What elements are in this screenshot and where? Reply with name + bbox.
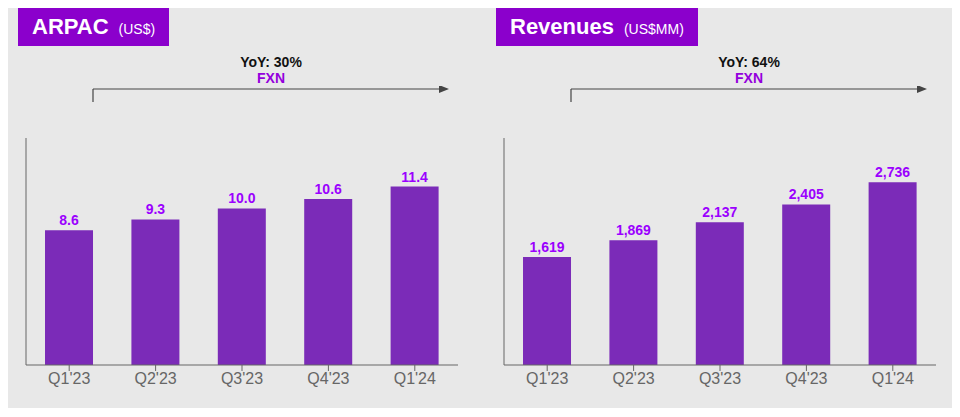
html-text:ARPAC: ARPAC bbox=[32, 14, 109, 39]
svg-text:Q2'23: Q2'23 bbox=[134, 370, 176, 387]
svg-text:8.6: 8.6 bbox=[59, 212, 79, 228]
svg-text:2,137: 2,137 bbox=[702, 204, 737, 220]
html-text:(US$MM): (US$MM) bbox=[624, 21, 684, 37]
html-text:YoY: 64%: YoY: 64% bbox=[718, 54, 780, 70]
svg-text:Q3'23: Q3'23 bbox=[221, 370, 263, 387]
svg-text:10.0: 10.0 bbox=[228, 190, 255, 206]
svg-text:Q1'23: Q1'23 bbox=[48, 370, 90, 387]
svg-text:11.4: 11.4 bbox=[401, 169, 428, 185]
svg-text:Q3'23: Q3'23 bbox=[699, 370, 741, 387]
html-text:Revenues: Revenues bbox=[510, 14, 614, 39]
html-text:FXN: FXN bbox=[735, 70, 763, 86]
svg-text:1,869: 1,869 bbox=[616, 222, 651, 238]
svg-text:9.3: 9.3 bbox=[146, 201, 166, 217]
html-text:(US$): (US$) bbox=[118, 21, 156, 37]
svg-text:Q4'23: Q4'23 bbox=[307, 370, 349, 387]
svg-text:Q1'24: Q1'24 bbox=[394, 370, 436, 387]
svg-text:2,405: 2,405 bbox=[789, 186, 824, 202]
svg-text:Q1'23: Q1'23 bbox=[526, 370, 568, 387]
svg-text:Q2'23: Q2'23 bbox=[612, 370, 654, 387]
svg-text:1,619: 1,619 bbox=[529, 239, 564, 255]
svg-text:Q1'24: Q1'24 bbox=[872, 370, 914, 387]
svg-text:Q4'23: Q4'23 bbox=[785, 370, 827, 387]
html-text:FXN: FXN bbox=[257, 70, 285, 86]
svg-text:2,736: 2,736 bbox=[875, 164, 910, 180]
svg-text:10.6: 10.6 bbox=[315, 181, 342, 197]
html-text:YoY: 30%: YoY: 30% bbox=[240, 54, 302, 70]
